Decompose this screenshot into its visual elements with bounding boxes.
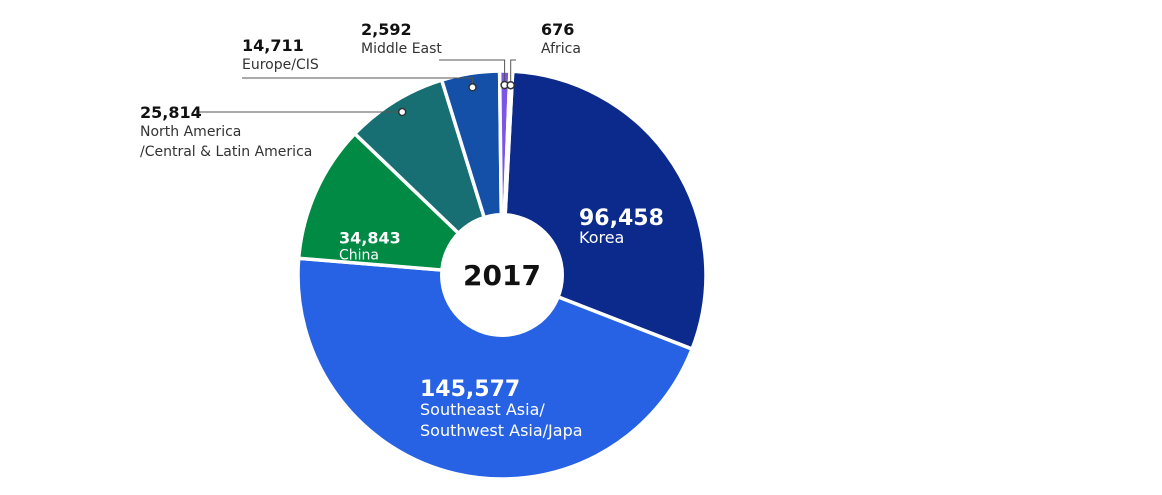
slice-145,577	[296, 256, 694, 481]
callout-name-label: /Central & Latin America	[140, 144, 312, 160]
slice-value-label: 96,458	[579, 206, 664, 231]
callout-dot	[506, 80, 515, 90]
callout-value-label: 14,711	[242, 36, 304, 55]
callout-name-label: Europe/CIS	[242, 57, 319, 73]
slice-name-label: Southeast Asia/	[420, 400, 545, 419]
slice-name-label: Southwest Asia/Japa	[420, 421, 583, 440]
slice-name-label: China	[339, 248, 379, 264]
callout-name-label: North America	[140, 124, 241, 140]
callout-value-label: 676	[541, 20, 574, 39]
callout-dot	[397, 107, 407, 117]
callout-leader-line	[439, 59, 506, 85]
donut-hole	[440, 213, 564, 337]
slice-value-label: 145,577	[420, 377, 520, 402]
callout-value-label: 25,814	[140, 103, 202, 122]
slice-name-label: Korea	[579, 228, 624, 247]
callout-leader-line	[510, 59, 516, 86]
callout-name-label: Middle East	[361, 41, 442, 57]
center-year-label: 2017	[463, 259, 541, 292]
callout-value-label: 2,592	[361, 20, 412, 39]
callout-name-label: Africa	[541, 41, 581, 57]
slice-value-label: 34,843	[339, 229, 401, 248]
callout-dot	[468, 83, 477, 92]
